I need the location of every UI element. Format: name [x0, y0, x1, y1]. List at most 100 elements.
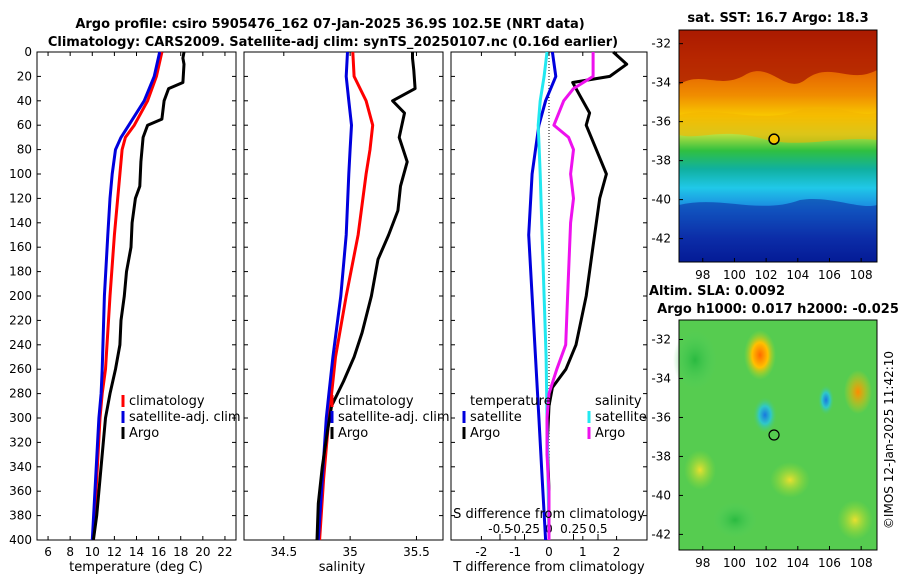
legend-title-salinity: salinity: [595, 394, 642, 409]
legend-label-climatology: climatology: [129, 394, 205, 409]
argo-position-marker: [768, 429, 780, 441]
legend-label-satellite: satellite-adj. clim: [129, 410, 241, 425]
y-tick-label: 100: [9, 167, 32, 181]
y-tick-label: 40: [17, 94, 32, 108]
y-tick-label: 380: [9, 509, 32, 523]
salinity-ticks: 34.5 35 35.5: [244, 51, 443, 559]
temperature-diff-xlabel: T difference from climatology: [452, 560, 645, 575]
y-tick-label: -32: [651, 332, 671, 346]
x-tick-label: 12: [107, 545, 122, 559]
legend-label-temp-satellite: satellite: [470, 410, 522, 425]
x-tick-label: 35.5: [403, 545, 430, 559]
x-tick-label: 102: [755, 556, 778, 570]
s-tick-label: -0.5: [488, 522, 511, 536]
temperature-xlabel: temperature (deg C): [69, 560, 203, 575]
x-tick-label: 100: [723, 556, 746, 570]
x-tick-label: 108: [850, 556, 873, 570]
temperature-legend: climatology satellite-adj. clim Argo: [121, 394, 241, 441]
x-tick-label: 20: [195, 545, 210, 559]
y-tick-label: 200: [9, 289, 32, 303]
legend-label-argo: Argo: [129, 426, 159, 441]
sla-map-title-line1: Altim. SLA: 0.0092: [649, 284, 785, 299]
y-tick-label: 0: [24, 45, 32, 59]
y-tick-label: 160: [9, 240, 32, 254]
y-tick-label: 80: [17, 143, 32, 157]
y-tick-label: -42: [651, 527, 671, 541]
legend-label-argo: Argo: [338, 426, 368, 441]
y-tick-label: 260: [9, 362, 32, 376]
y-tick-label: -34: [651, 76, 671, 90]
x-tick-label: -1: [509, 545, 521, 559]
x-tick-label: 35: [342, 545, 357, 559]
temperature-panel: 0 20 40 60 80 100 120 140 160 180 200 220 240 260 280 3…: [9, 45, 241, 575]
y-tick-label: -36: [651, 115, 671, 129]
y-tick-label: -42: [651, 232, 671, 246]
x-tick-label: 104: [786, 556, 809, 570]
sla-map-panel: Altim. SLA: 0.0092 Argo h1000: 0.017 h20…: [649, 284, 899, 570]
y-tick-label: -32: [651, 37, 671, 51]
y-tick-label: 400: [9, 533, 32, 547]
sst-map-ticks: 98 100 102 104 106 108 -32 -34 -36 -38 -40 -42: [651, 37, 872, 282]
legend-label-climatology: climatology: [338, 394, 414, 409]
x-tick-label: 106: [818, 268, 841, 282]
difference-lines: [527, 50, 629, 541]
figure-title-line2: Climatology: CARS2009. Satellite-adj cli…: [48, 35, 618, 50]
sla-map-image: [673, 320, 877, 550]
x-tick-label: 106: [818, 556, 841, 570]
salinity-xlabel: salinity: [319, 560, 366, 575]
sst-map-panel: sat. SST: 16.7 Argo: 18.3 98 100 102 104 106…: [651, 11, 878, 282]
x-tick-label: 18: [173, 545, 188, 559]
sst-map-axes: [678, 29, 878, 263]
series-line-satellite-adj-clim: [316, 51, 353, 541]
salinity-axes: [243, 51, 444, 541]
y-tick-label: 60: [17, 118, 32, 132]
y-tick-label: 300: [9, 411, 32, 425]
sst-map-title: sat. SST: 16.7 Argo: 18.3: [687, 11, 868, 26]
legend-label-sal-argo: Argo: [595, 426, 625, 441]
y-tick-label: 140: [9, 216, 32, 230]
legend-label-satellite: satellite-adj. clim: [338, 410, 450, 425]
x-tick-label: 98: [695, 556, 710, 570]
series-line-argo: [315, 52, 417, 541]
x-tick-label: 104: [786, 268, 809, 282]
x-tick-label: 22: [217, 545, 232, 559]
y-tick-label: 240: [9, 338, 32, 352]
x-tick-label: 6: [44, 545, 52, 559]
difference-panel: -2 -1 0 1 2-0.5-0.25 0 0.25 0.5 S difference fr…: [450, 50, 648, 575]
y-tick-label: 360: [9, 484, 32, 498]
imos-credit: ©IMOS 12-Jan-2025 11:42:10: [882, 351, 896, 529]
salinity-lines: [315, 51, 417, 541]
legend-label-temp-argo: Argo: [470, 426, 500, 441]
temperature-lines: [90, 51, 186, 541]
y-tick-label: 320: [9, 435, 32, 449]
y-tick-label: 20: [17, 69, 32, 83]
series-line-argo: [91, 51, 186, 541]
y-tick-label: 280: [9, 387, 32, 401]
x-tick-label: 34.5: [270, 545, 297, 559]
salinity-legend: climatology satellite-adj. clim Argo: [330, 394, 450, 441]
y-tick-label: 220: [9, 313, 32, 327]
y-tick-label: -36: [651, 410, 671, 424]
x-tick-label: 0: [545, 545, 553, 559]
x-tick-label: 1: [579, 545, 587, 559]
sst-map-image: [679, 30, 877, 262]
figure-title-line1: Argo profile: csiro 5905476_162 07-Jan-2…: [75, 17, 584, 32]
difference-legend: temperature satellite Argo salinity sate…: [462, 394, 647, 441]
temperature-axes: [36, 51, 237, 541]
sla-map-axes: [678, 319, 878, 551]
x-tick-label: 98: [695, 268, 710, 282]
legend-title-temperature: temperature: [470, 394, 552, 409]
x-tick-label: 10: [85, 545, 100, 559]
y-tick-label: 340: [9, 460, 32, 474]
y-tick-label: -34: [651, 371, 671, 385]
x-tick-label: 8: [66, 545, 74, 559]
s-tick-label: 0.5: [588, 522, 607, 536]
x-tick-label: 2: [613, 545, 621, 559]
legend-label-sal-satellite: satellite: [595, 410, 647, 425]
x-tick-label: 16: [151, 545, 166, 559]
series-line-salinity-argo: [545, 52, 595, 540]
x-tick-label: 100: [723, 268, 746, 282]
sla-map-ticks: 98 100 102 104 106 108 -32 -34 -36 -38 -40 -42: [651, 332, 872, 570]
y-tick-label: 180: [9, 265, 32, 279]
